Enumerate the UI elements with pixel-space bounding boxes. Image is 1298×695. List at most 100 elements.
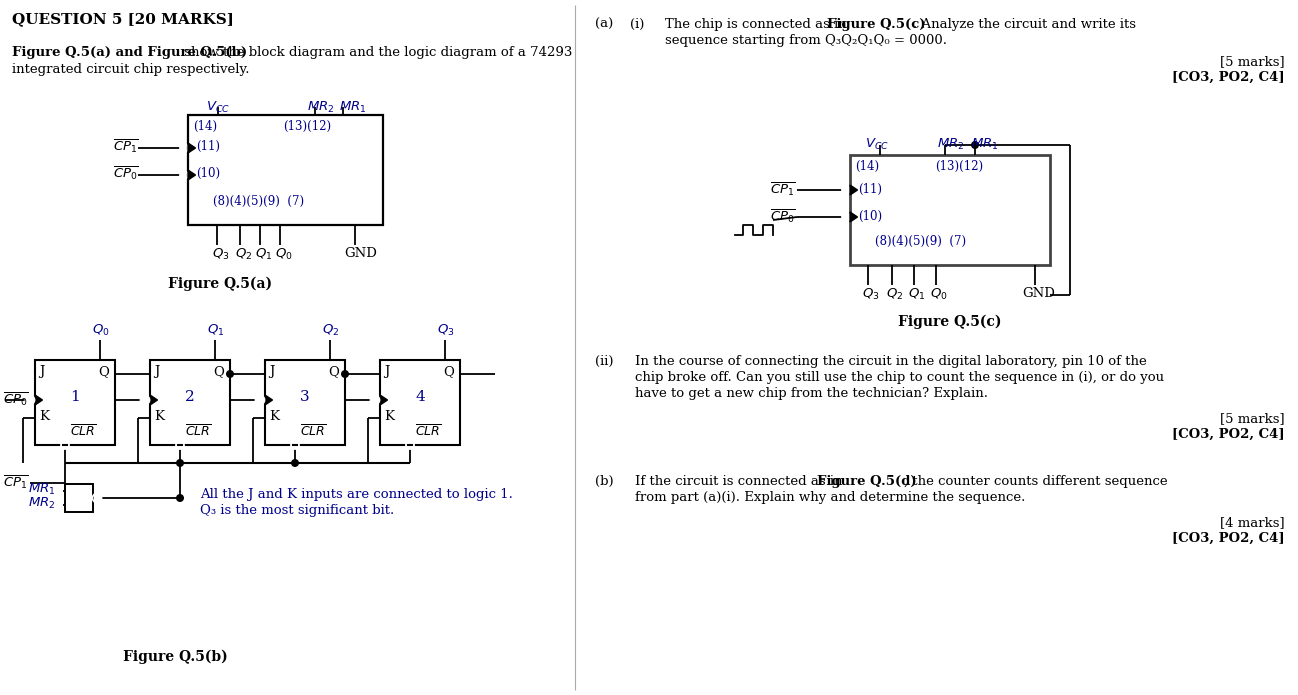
Text: J: J xyxy=(384,366,389,379)
Polygon shape xyxy=(151,395,157,405)
Text: 3: 3 xyxy=(300,390,310,404)
Bar xyxy=(35,360,116,445)
Text: [5 marks]: [5 marks] xyxy=(1220,412,1285,425)
Text: $Q_0$: $Q_0$ xyxy=(92,323,109,338)
Text: $Q_3$: $Q_3$ xyxy=(212,247,230,262)
Text: (13)(12): (13)(12) xyxy=(935,160,983,173)
Text: Figure Q.5(d): Figure Q.5(d) xyxy=(816,475,916,488)
Text: In the course of connecting the circuit in the digital laboratory, pin 10 of the: In the course of connecting the circuit … xyxy=(635,355,1146,368)
Text: $MR_1$: $MR_1$ xyxy=(29,482,56,496)
Text: $Q_1$: $Q_1$ xyxy=(254,247,273,262)
Polygon shape xyxy=(850,185,858,195)
Text: (11): (11) xyxy=(196,140,219,152)
Text: have to get a new chip from the technician? Explain.: have to get a new chip from the technici… xyxy=(635,387,988,400)
Text: Q: Q xyxy=(328,366,339,379)
Text: If the circuit is connected as in: If the circuit is connected as in xyxy=(635,475,846,488)
Text: 1: 1 xyxy=(70,390,80,404)
Bar xyxy=(265,360,345,445)
Text: . Analyze the circuit and write its: . Analyze the circuit and write its xyxy=(912,18,1136,31)
Text: Q: Q xyxy=(213,366,223,379)
Text: $Q_0$: $Q_0$ xyxy=(929,287,948,302)
Text: (i): (i) xyxy=(630,18,644,31)
Text: $\overline{CLR}$: $\overline{CLR}$ xyxy=(415,424,441,439)
Text: Q: Q xyxy=(443,366,454,379)
Circle shape xyxy=(177,459,184,467)
Text: (14): (14) xyxy=(855,160,879,173)
Text: $Q_0$: $Q_0$ xyxy=(275,247,292,262)
Text: $\overline{CP_1}$: $\overline{CP_1}$ xyxy=(3,473,29,491)
Text: K: K xyxy=(154,409,164,423)
Text: GND: GND xyxy=(1022,287,1055,300)
Text: K: K xyxy=(269,409,279,423)
Text: 4: 4 xyxy=(415,390,424,404)
Text: The chip is connected as in: The chip is connected as in xyxy=(665,18,851,31)
Text: Figure Q.5(a): Figure Q.5(a) xyxy=(167,277,273,291)
Text: J: J xyxy=(269,366,274,379)
Text: $MR_2$: $MR_2$ xyxy=(308,100,335,115)
Bar xyxy=(65,484,93,512)
Text: (8)(4)(5)(9)  (7): (8)(4)(5)(9) (7) xyxy=(875,235,966,248)
Circle shape xyxy=(226,370,234,378)
Text: $Q_2$: $Q_2$ xyxy=(322,323,339,338)
Text: (10): (10) xyxy=(196,167,221,179)
Text: (10): (10) xyxy=(858,209,883,222)
Text: $Q_2$: $Q_2$ xyxy=(235,247,252,262)
Bar xyxy=(850,155,1050,265)
Text: (a): (a) xyxy=(594,18,613,31)
Text: $MR_1$: $MR_1$ xyxy=(339,100,366,115)
Circle shape xyxy=(971,141,979,149)
Text: Figure Q.5(a) and Figure Q.5(b): Figure Q.5(a) and Figure Q.5(b) xyxy=(12,46,247,59)
Text: Q₃ is the most significant bit.: Q₃ is the most significant bit. xyxy=(200,504,395,517)
Bar xyxy=(151,360,230,445)
Text: , the counter counts different sequence: , the counter counts different sequence xyxy=(903,475,1168,488)
Polygon shape xyxy=(380,395,388,405)
Text: $Q_1$: $Q_1$ xyxy=(206,323,225,338)
Text: Figure Q.5(c): Figure Q.5(c) xyxy=(827,18,925,31)
Text: $\overline{CLR}$: $\overline{CLR}$ xyxy=(300,424,326,439)
Text: $V_{CC}$: $V_{CC}$ xyxy=(206,100,230,115)
Polygon shape xyxy=(35,395,43,405)
Text: [CO3, PO2, C4]: [CO3, PO2, C4] xyxy=(1172,532,1285,545)
Text: $Q_2$: $Q_2$ xyxy=(887,287,903,302)
Bar xyxy=(380,360,459,445)
Text: $\overline{CP_0}$: $\overline{CP_0}$ xyxy=(113,164,138,181)
Text: GND: GND xyxy=(344,247,376,260)
Text: $MR_2$: $MR_2$ xyxy=(29,496,56,511)
Text: $MR_2$: $MR_2$ xyxy=(937,137,964,152)
Text: $\overline{CP_1}$: $\overline{CP_1}$ xyxy=(113,137,138,155)
Text: J: J xyxy=(39,366,44,379)
Polygon shape xyxy=(188,143,196,153)
Text: $\overline{CP_0}$: $\overline{CP_0}$ xyxy=(3,391,29,408)
Text: K: K xyxy=(384,409,395,423)
Text: QUESTION 5 [20 MARKS]: QUESTION 5 [20 MARKS] xyxy=(12,12,234,26)
Text: $Q_3$: $Q_3$ xyxy=(437,323,454,338)
Text: (ii): (ii) xyxy=(594,355,614,368)
Text: [CO3, PO2, C4]: [CO3, PO2, C4] xyxy=(1172,71,1285,84)
Text: Q: Q xyxy=(99,366,109,379)
Circle shape xyxy=(291,459,299,467)
Text: All the J and K inputs are connected to logic 1.: All the J and K inputs are connected to … xyxy=(200,488,513,501)
Text: chip broke off. Can you still use the chip to count the sequence in (i), or do y: chip broke off. Can you still use the ch… xyxy=(635,371,1164,384)
Text: K: K xyxy=(39,409,49,423)
Text: $\overline{CP_0}$: $\overline{CP_0}$ xyxy=(770,207,794,224)
Text: (b): (b) xyxy=(594,475,614,488)
Circle shape xyxy=(341,370,349,378)
Text: 2: 2 xyxy=(186,390,195,404)
Text: J: J xyxy=(154,366,160,379)
Text: [CO3, PO2, C4]: [CO3, PO2, C4] xyxy=(1172,428,1285,441)
Text: (8)(4)(5)(9)  (7): (8)(4)(5)(9) (7) xyxy=(213,195,304,208)
Text: from part (a)(i). Explain why and determine the sequence.: from part (a)(i). Explain why and determ… xyxy=(635,491,1025,504)
Text: (11): (11) xyxy=(858,183,883,195)
Text: show the block diagram and the logic diagram of a 74293: show the block diagram and the logic dia… xyxy=(180,46,572,59)
Text: $\overline{CLR}$: $\overline{CLR}$ xyxy=(70,424,96,439)
Text: integrated circuit chip respectively.: integrated circuit chip respectively. xyxy=(12,63,249,76)
Text: [5 marks]: [5 marks] xyxy=(1220,55,1285,68)
Polygon shape xyxy=(265,395,273,405)
Bar xyxy=(188,115,383,225)
Text: $\overline{CP_1}$: $\overline{CP_1}$ xyxy=(770,180,794,198)
Text: $Q_1$: $Q_1$ xyxy=(909,287,925,302)
Text: sequence starting from Q₃Q₂Q₁Q₀ = 0000.: sequence starting from Q₃Q₂Q₁Q₀ = 0000. xyxy=(665,34,948,47)
Text: Figure Q.5(c): Figure Q.5(c) xyxy=(898,315,1002,329)
Text: $MR_1$: $MR_1$ xyxy=(971,137,998,152)
Polygon shape xyxy=(850,212,858,222)
